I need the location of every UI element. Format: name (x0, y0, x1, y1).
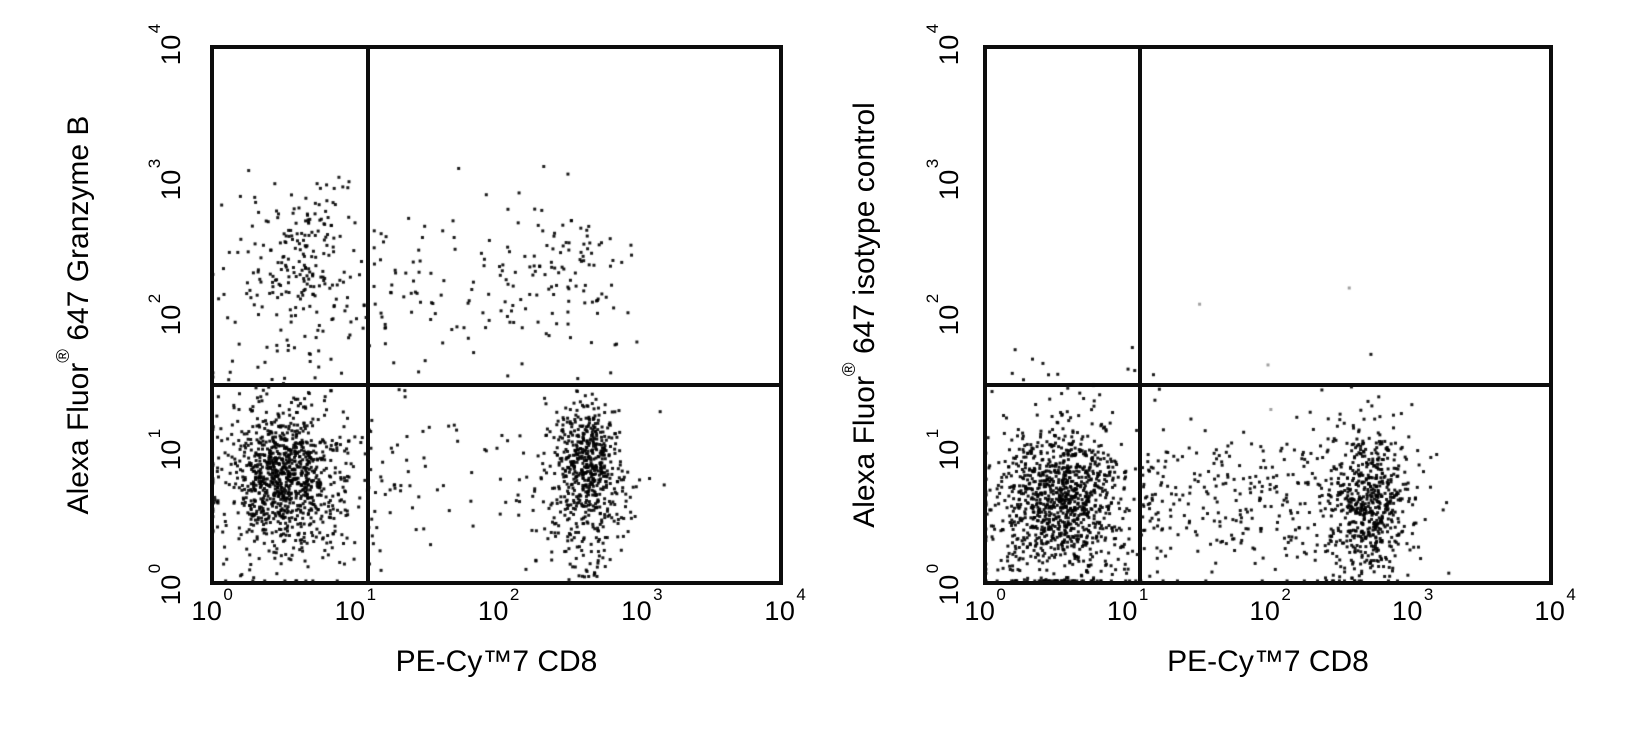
quadrant-gate-vertical-line (365, 45, 370, 585)
x-tick-label-10e3: 103 (1391, 585, 1434, 626)
x-axis-label: PE-Cy™7 CD8 (395, 645, 598, 678)
y-tick-label-10e1: 101 (923, 428, 964, 471)
quadrant-gate-vertical-line (1137, 45, 1142, 585)
y-axis-label-text: 647 isotype control (848, 102, 881, 363)
quadrant-gate-horizontal-line (983, 383, 1553, 388)
x-tick-label-10e1: 101 (1106, 585, 1149, 626)
y-axis-label-text: Alexa Fluor (848, 376, 881, 528)
x-axis-label: PE-Cy™7 CD8 (1167, 645, 1369, 678)
quadrant-gate-horizontal-line (210, 383, 783, 388)
y-tick-label-10e0: 100 (923, 563, 964, 606)
x-tick-label-10e0: 100 (964, 585, 1006, 626)
y-axis-label: Alexa Fluor® 647 isotype control (838, 102, 882, 528)
x-tick-label-10e4: 104 (1534, 585, 1576, 626)
x-tick-label-10e2: 102 (477, 585, 520, 626)
scatter-dots-canvas (983, 45, 1553, 585)
registered-trademark-symbol: ® (837, 362, 859, 377)
scatter-dots-canvas (210, 45, 783, 585)
plot-area (983, 45, 1553, 585)
y-tick-label-10e2: 102 (923, 293, 964, 336)
x-tick-label-10e2: 102 (1249, 585, 1291, 626)
y-tick-label-10e4: 104 (923, 23, 964, 66)
y-tick-label-10e3: 103 (923, 158, 964, 201)
x-tick-label-10e3: 103 (621, 585, 663, 626)
x-tick-label-10e0: 100 (191, 585, 233, 626)
x-tick-label-10e1: 101 (334, 585, 377, 626)
x-tick-label-10e4: 104 (764, 585, 806, 626)
